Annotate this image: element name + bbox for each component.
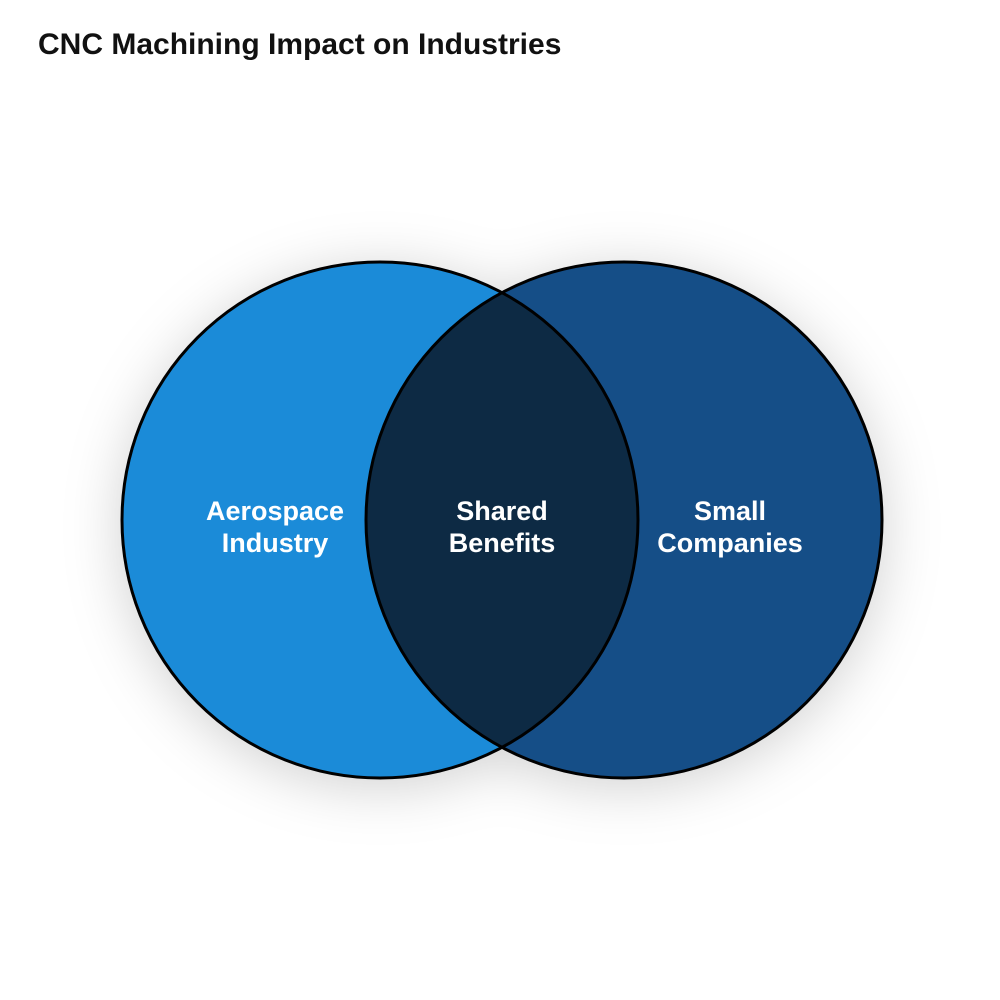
page-container: CNC Machining Impact on Industries Aeros… <box>0 0 1000 1000</box>
page-title: CNC Machining Impact on Industries <box>38 28 561 62</box>
venn-diagram: AerospaceIndustrySharedBenefitsSmallComp… <box>90 180 910 860</box>
